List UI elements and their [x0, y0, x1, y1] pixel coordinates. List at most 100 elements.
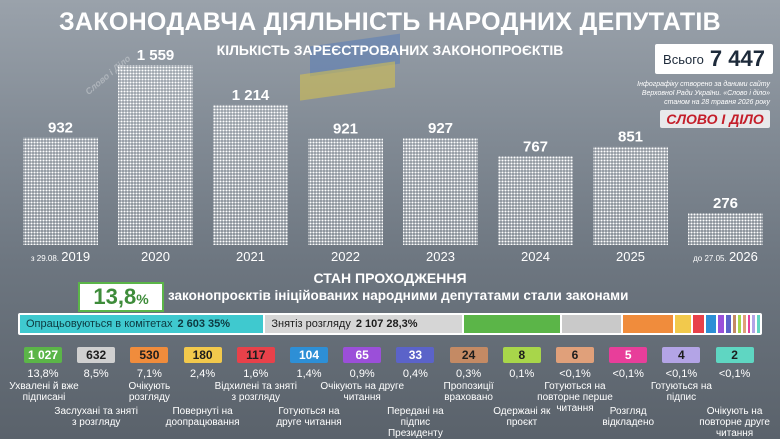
category-label: 2025 [616, 249, 645, 264]
status-percent: 0,4% [402, 368, 428, 380]
status-badge: 8 [502, 347, 541, 363]
status-badge: 104 [290, 347, 328, 363]
status-badge: 5 [609, 347, 648, 363]
bar-value-label: 276 [713, 195, 738, 212]
category-year: 2026 [729, 249, 758, 264]
status-segment [732, 315, 737, 333]
category-year: 2024 [521, 249, 550, 264]
category-year: 2023 [426, 249, 455, 264]
segment-percent: 28,3% [386, 318, 418, 330]
status-percent: 2,4% [190, 368, 216, 380]
status-segment [752, 315, 756, 333]
status-title: СТАН ПРОХОДЖЕННЯ [313, 270, 467, 286]
brand-logo: СЛОВО І ДІЛО [660, 110, 770, 128]
source-line-3: станом на 28 травня 2026 року [664, 99, 770, 106]
status-label: Готуються на друге читання [276, 406, 342, 428]
status-label: Передані на підпис Президенту [387, 406, 444, 439]
laws-percent-box: 13,8 % [78, 282, 164, 312]
status-badge: 33 [396, 347, 435, 363]
segment-label: Опрацьовуються в комітетах [26, 318, 173, 330]
category-prefix: до 27.05. [693, 254, 729, 263]
source-line-2: Верховної Ради України. «Слово і діло» [641, 90, 770, 97]
source-note: Інфографіку створено за даними сайту Вер… [610, 80, 770, 107]
status-label: Очікують розгляду [128, 381, 171, 403]
status-percent: 7,1% [136, 368, 162, 380]
laws-percent-description: законопроєктів ініційованих народними де… [168, 288, 629, 303]
status-label: Відхилені та зняті з розгляду [214, 381, 297, 403]
bar-value-label: 1 559 [137, 47, 175, 64]
status-label: Ухвалені й вже підписані [9, 381, 79, 403]
status-badge: 180 [183, 347, 222, 363]
status-label: Одержані як проєкт [493, 406, 551, 428]
source-line-1: Інфографіку створено за даними сайту [637, 81, 770, 88]
status-percent: <0,1% [718, 368, 751, 380]
status-segment [718, 315, 725, 333]
status-label: Готуються на повторне перше читання [537, 381, 613, 414]
category-label: 2022 [331, 249, 360, 264]
status-percent: 0,3% [456, 368, 482, 380]
bar-value-label: 927 [428, 120, 453, 137]
status-label: Заслухані та зняті з розгляду [54, 406, 138, 428]
status-badge: 1 027 [24, 347, 62, 363]
bar-2024 [498, 156, 573, 245]
status-percent: 8,5% [83, 368, 109, 380]
status-badge: 65 [343, 347, 382, 363]
bar-2026 [688, 213, 763, 245]
category-label: 2020 [141, 249, 170, 264]
bar-value-label: 932 [48, 119, 73, 136]
segment-value: 2 107 [355, 318, 384, 330]
laws-percent-unit: % [136, 291, 149, 307]
bar-value-label: 1 214 [232, 87, 270, 104]
bar-value-label: 851 [618, 129, 643, 146]
status-segment [738, 315, 741, 333]
category-label: до 27.05. 2026 [693, 249, 758, 264]
category-year: 2022 [331, 249, 360, 264]
status-badge: 530 [130, 347, 169, 363]
status-percent: 13,8% [27, 368, 59, 380]
status-label: Очікують на друге читання [320, 381, 405, 403]
category-prefix: з 29.08. [31, 254, 61, 263]
status-label: Пропозиції враховано [443, 381, 494, 403]
bar-2022 [308, 138, 383, 245]
page-subtitle: КІЛЬКІСТЬ ЗАРЕЄСТРОВАНИХ ЗАКОНОПРОЄКТІВ [216, 42, 564, 58]
status-segment [742, 315, 746, 333]
category-year: 2020 [141, 249, 170, 264]
category-label: 2023 [426, 249, 455, 264]
status-segment [726, 315, 731, 333]
segment-value: 2 603 [177, 318, 205, 330]
status-percent: 0,9% [349, 368, 375, 380]
bar-value-label: 921 [333, 121, 358, 138]
segment-percent: 35% [207, 318, 231, 330]
category-label: з 29.08. 2019 [31, 249, 90, 264]
status-percent: 1,6% [243, 368, 269, 380]
status-segment: Опрацьовуються в комітетах 2 603 35% [20, 315, 264, 333]
category-label: 2024 [521, 249, 550, 264]
status-segment [674, 315, 692, 333]
status-label: Готуються на підпис [650, 381, 712, 403]
status-segment [747, 315, 751, 333]
status-percent: 0,1% [509, 368, 535, 380]
total-value: 7 447 [709, 46, 765, 71]
bar-2023 [403, 137, 478, 245]
status-percent: <0,1% [665, 368, 698, 380]
status-percent: <0,1% [612, 368, 644, 380]
laws-percent-value: 13,8 [93, 284, 137, 309]
category-year: 2025 [616, 249, 645, 264]
status-badge: 2 [715, 347, 754, 363]
status-label: Повернуті на доопрацювання [165, 406, 240, 428]
status-badge: 632 [77, 347, 116, 363]
status-segment [706, 315, 717, 333]
status-badge: 6 [556, 347, 594, 363]
status-stacked-bar: Опрацьовуються в комітетах 2 603 35% Знятіз… [18, 313, 762, 335]
status-segment [757, 315, 760, 333]
status-segment [464, 315, 561, 333]
status-badge: 24 [449, 347, 488, 363]
category-year: 2021 [236, 249, 265, 264]
status-label: Очікують на повторне друге читання [699, 406, 770, 439]
status-segment [562, 315, 622, 333]
status-segment [623, 315, 673, 333]
category-year: 2019 [61, 249, 90, 264]
status-segment [693, 315, 705, 333]
page-title: ЗАКОНОДАВЧА ДІЯЛЬНІСТЬ НАРОДНИХ ДЕПУТАТІ… [58, 8, 722, 36]
status-badge: 117 [236, 347, 275, 363]
